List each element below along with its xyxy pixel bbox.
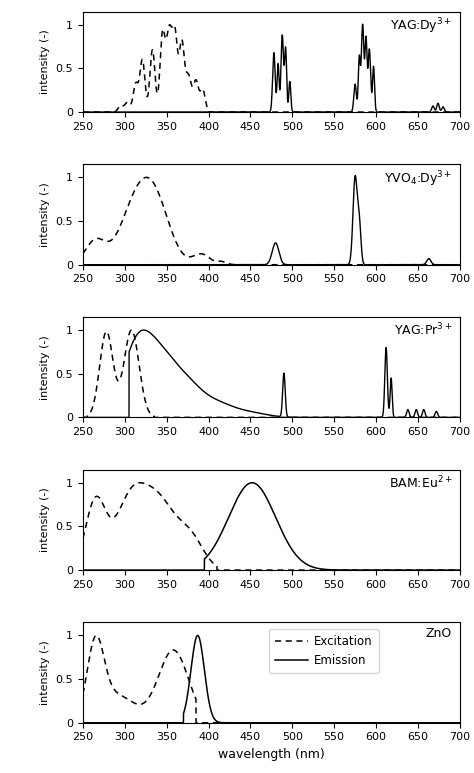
Excitation [437, 718, 443, 727]
Text: ZnO: ZnO [426, 628, 452, 640]
Excitation [193, 718, 199, 727]
Excitation [82, 681, 88, 690]
Excitation [264, 718, 270, 727]
Excitation [96, 633, 101, 642]
Excitation [457, 718, 463, 727]
Text: YVO$_4$:Dy$^{3+}$: YVO$_4$:Dy$^{3+}$ [384, 169, 452, 189]
Emission [264, 718, 270, 727]
Text: YAG:Pr$^{3+}$: YAG:Pr$^{3+}$ [394, 322, 452, 339]
Emission [437, 718, 443, 727]
Text: YAG:Dy$^{3+}$: YAG:Dy$^{3+}$ [390, 16, 452, 36]
Excitation [154, 676, 160, 685]
Emission [96, 718, 101, 727]
Emission [82, 718, 88, 727]
Line: Emission: Emission [83, 635, 460, 723]
Line: Excitation: Excitation [83, 635, 460, 723]
Emission [154, 718, 160, 727]
Emission [103, 718, 109, 727]
Emission [457, 718, 463, 727]
Y-axis label: intensity (-): intensity (-) [40, 182, 50, 247]
Text: BAM:Eu$^{2+}$: BAM:Eu$^{2+}$ [389, 475, 452, 492]
Y-axis label: intensity (-): intensity (-) [40, 640, 50, 705]
Excitation [103, 659, 109, 669]
Emission [80, 718, 86, 727]
Legend: Excitation, Emission: Excitation, Emission [269, 629, 379, 673]
Emission [195, 631, 201, 640]
Excitation [80, 690, 86, 699]
X-axis label: wavelength (nm): wavelength (nm) [218, 748, 325, 761]
Excitation [93, 631, 99, 640]
Y-axis label: intensity (-): intensity (-) [40, 335, 50, 400]
Y-axis label: intensity (-): intensity (-) [40, 29, 50, 94]
Y-axis label: intensity (-): intensity (-) [40, 488, 50, 552]
